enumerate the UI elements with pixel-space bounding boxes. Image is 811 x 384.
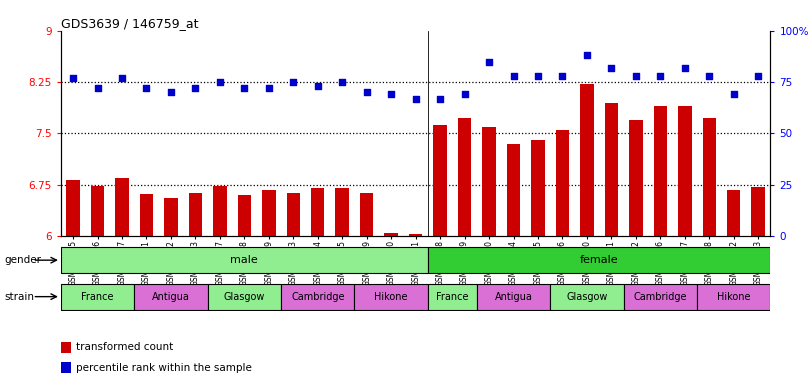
- Bar: [61, 342, 71, 353]
- Text: percentile rank within the sample: percentile rank within the sample: [76, 363, 252, 373]
- Point: [213, 79, 226, 85]
- Bar: [752, 187, 765, 236]
- Point: [287, 79, 300, 85]
- Point: [654, 73, 667, 79]
- Bar: [354, 284, 428, 310]
- Point: [384, 91, 397, 98]
- Point: [67, 75, 79, 81]
- Text: Glasgow: Glasgow: [224, 291, 265, 302]
- Bar: [213, 186, 226, 236]
- Bar: [629, 120, 642, 236]
- Point: [91, 85, 104, 91]
- Bar: [433, 125, 447, 236]
- Bar: [580, 84, 594, 236]
- Bar: [262, 190, 276, 236]
- Point: [458, 91, 471, 98]
- Bar: [115, 178, 129, 236]
- Point: [483, 58, 496, 65]
- Point: [507, 73, 520, 79]
- Point: [336, 79, 349, 85]
- Point: [311, 83, 324, 89]
- Bar: [507, 144, 520, 236]
- Bar: [384, 233, 398, 236]
- Point: [434, 96, 447, 102]
- Point: [752, 73, 765, 79]
- Bar: [477, 284, 550, 310]
- Point: [581, 52, 594, 58]
- Point: [165, 89, 178, 95]
- Bar: [238, 195, 251, 236]
- Point: [238, 85, 251, 91]
- Bar: [678, 106, 692, 236]
- Point: [189, 85, 202, 91]
- Bar: [409, 234, 423, 236]
- Point: [140, 85, 153, 91]
- Text: France: France: [436, 291, 469, 302]
- Bar: [702, 118, 716, 236]
- Point: [262, 85, 275, 91]
- Bar: [189, 193, 202, 236]
- Point: [531, 73, 544, 79]
- Bar: [697, 284, 770, 310]
- Bar: [556, 130, 569, 236]
- Bar: [67, 180, 79, 236]
- Point: [703, 73, 716, 79]
- Text: Antigua: Antigua: [495, 291, 533, 302]
- Bar: [91, 186, 105, 236]
- Bar: [531, 140, 545, 236]
- Bar: [61, 362, 71, 373]
- Bar: [281, 284, 354, 310]
- Bar: [428, 284, 477, 310]
- Bar: [605, 103, 618, 236]
- Bar: [483, 127, 496, 236]
- Text: Antigua: Antigua: [152, 291, 190, 302]
- Point: [115, 75, 128, 81]
- Bar: [550, 284, 624, 310]
- Point: [605, 65, 618, 71]
- Bar: [727, 190, 740, 236]
- Text: strain: strain: [4, 291, 34, 302]
- Point: [360, 89, 373, 95]
- Bar: [286, 193, 300, 236]
- Bar: [336, 188, 349, 236]
- Text: GDS3639 / 146759_at: GDS3639 / 146759_at: [61, 17, 199, 30]
- Bar: [428, 247, 770, 273]
- Point: [678, 65, 691, 71]
- Text: Hikone: Hikone: [375, 291, 408, 302]
- Point: [556, 73, 569, 79]
- Bar: [164, 199, 178, 236]
- Text: Glasgow: Glasgow: [566, 291, 607, 302]
- Bar: [360, 193, 373, 236]
- Text: Cambridge: Cambridge: [633, 291, 687, 302]
- Text: transformed count: transformed count: [76, 342, 174, 352]
- Bar: [654, 106, 667, 236]
- Bar: [61, 284, 135, 310]
- Bar: [458, 118, 471, 236]
- Point: [629, 73, 642, 79]
- Bar: [311, 188, 324, 236]
- Bar: [61, 247, 428, 273]
- Bar: [624, 284, 697, 310]
- Point: [727, 91, 740, 98]
- Text: gender: gender: [4, 255, 41, 265]
- Text: female: female: [580, 255, 619, 265]
- Text: male: male: [230, 255, 258, 265]
- Text: Cambridge: Cambridge: [291, 291, 345, 302]
- Text: France: France: [81, 291, 114, 302]
- Text: Hikone: Hikone: [717, 291, 750, 302]
- Bar: [135, 284, 208, 310]
- Bar: [208, 284, 281, 310]
- Point: [409, 96, 422, 102]
- Bar: [139, 194, 153, 236]
